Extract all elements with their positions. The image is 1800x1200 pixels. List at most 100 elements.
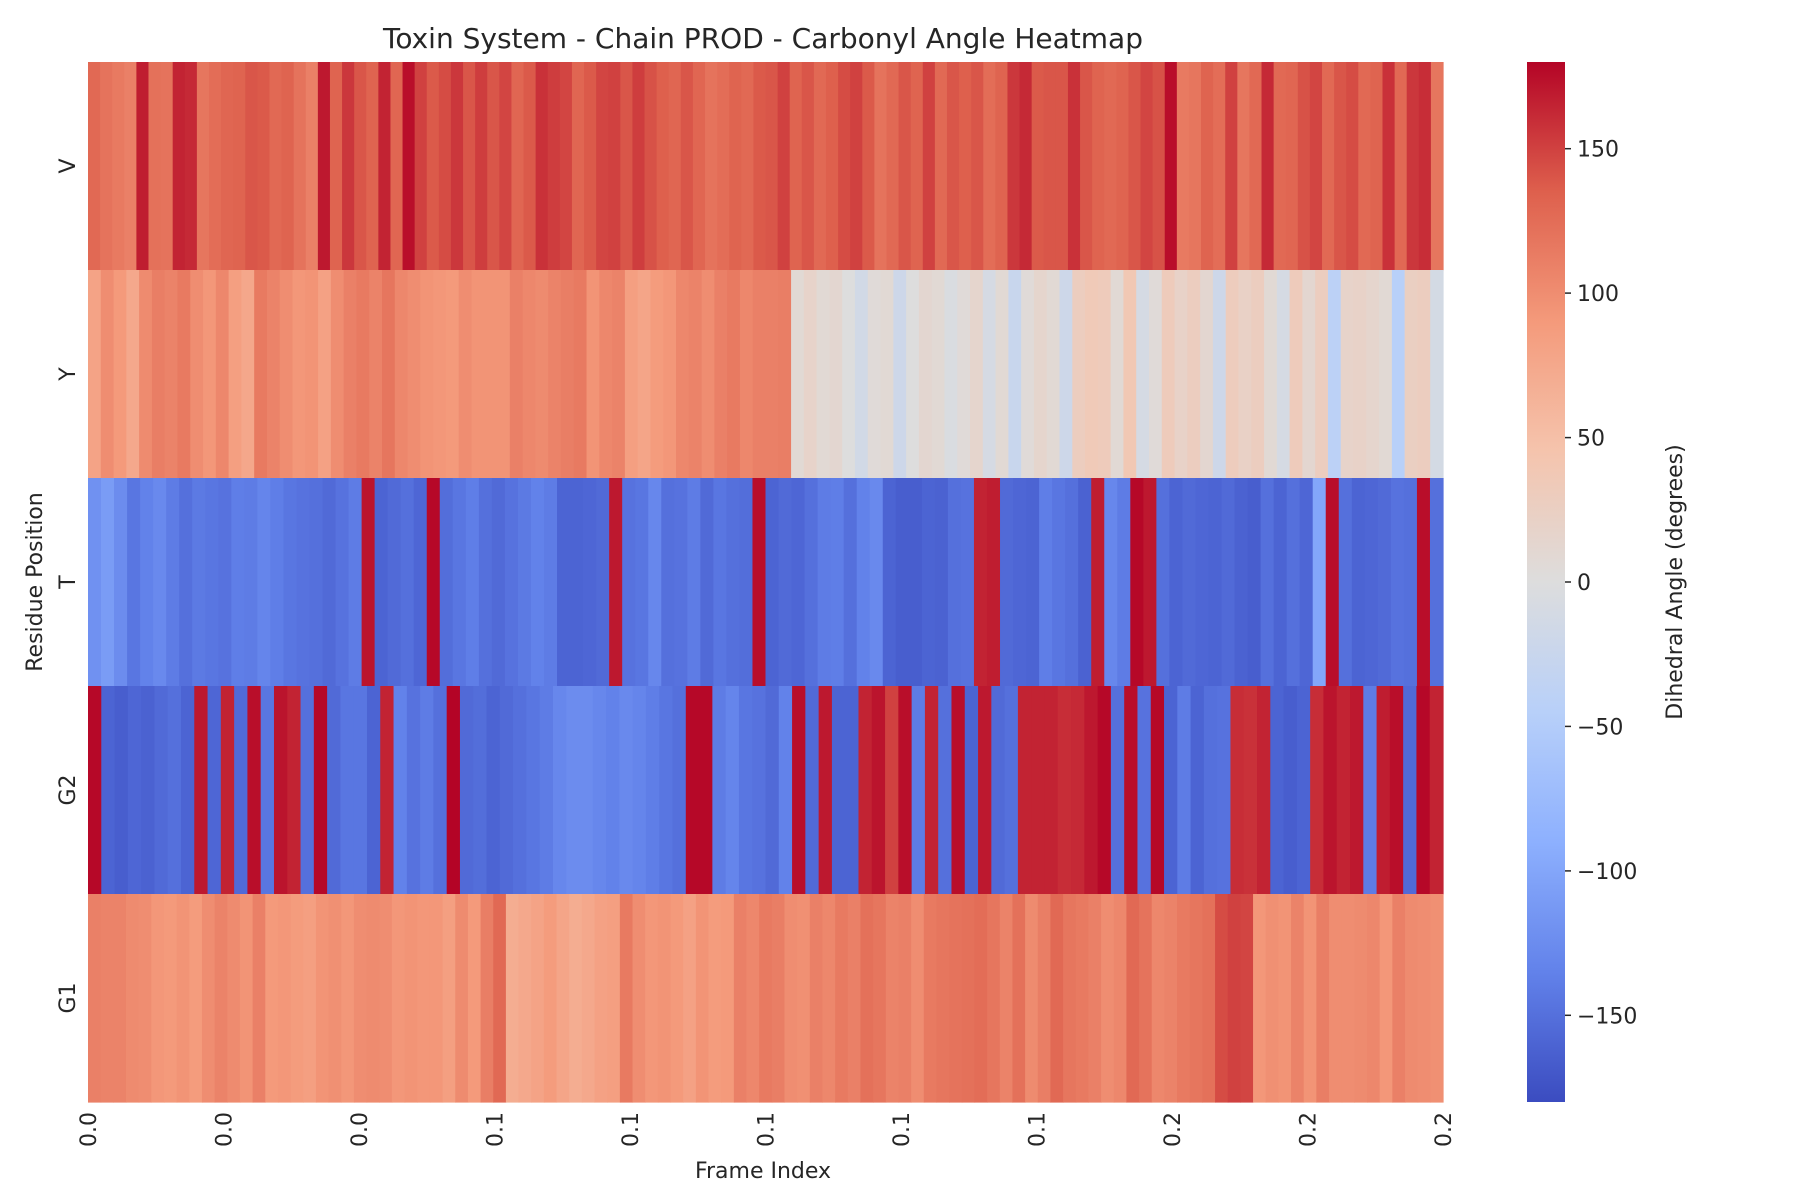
heatmap-cell [1013,478,1027,687]
heatmap-cell [433,686,448,895]
heatmap-cell [493,894,507,1103]
heatmap-cell [382,270,396,479]
heatmap-cell [1203,686,1218,895]
heatmap-cell [442,894,456,1103]
heatmap-cell [1202,894,1216,1103]
heatmap-cell [944,270,958,479]
heatmap-cell [829,270,843,479]
heatmap-cell [205,478,219,687]
heatmap-cell [426,62,440,271]
heatmap-cell [699,686,713,895]
heatmap-cell [548,270,562,479]
heatmap-cell [882,478,897,687]
y-tick-label: V [56,158,81,173]
heatmap-cell [1126,894,1140,1103]
heatmap-cell [1230,686,1245,895]
x-tick-label: 0.1 [484,1112,509,1147]
x-tick-labels: 0.0 0.0 0.0 0.1 0.1 0.1 0.1 0.1 0.2 0.2 0.2 [77,1112,1457,1147]
heatmap-cell [632,686,647,895]
heatmap-cell [215,270,230,479]
heatmap-cell [530,478,545,687]
heatmap-cell [1403,686,1418,895]
heatmap-cell [1072,270,1086,479]
heatmap-cell [1021,270,1035,479]
heatmap-cell [218,478,232,687]
heatmap-cell [1327,270,1342,479]
heatmap-cell [203,270,217,479]
heatmap-cell [683,894,697,1103]
heatmap-cell [1050,894,1064,1103]
heatmap-cell [194,686,209,895]
heatmap-cell [1110,686,1125,895]
heatmap-cell [1004,686,1019,895]
heatmap-cell [547,62,561,271]
heatmap-cell [813,62,827,271]
heatmap-cell [228,270,242,479]
heatmap-cell [1091,478,1105,687]
heatmap-cell [283,478,298,687]
heatmap-cell [934,62,948,271]
heatmap-cell [518,894,532,1103]
heatmap-cell [871,686,886,895]
heatmap-cell [1065,478,1079,687]
heatmap-cell [153,478,167,687]
heatmap-cell [88,62,101,271]
heatmap-cell [114,686,129,895]
heatmap-cell [657,894,672,1103]
heatmap-cell [1140,62,1154,271]
heatmap-cell [164,270,179,479]
heatmap-cell [1340,270,1355,479]
heatmap-cell [475,62,488,271]
heatmap-cell [394,270,409,479]
heatmap-cell [1174,270,1188,479]
heatmap-cell [738,686,753,895]
heatmap-cell [1075,894,1090,1103]
heatmap-cell [1389,686,1404,895]
heatmap-cell [124,62,137,271]
heatmap-cell [938,686,953,895]
heatmap-cell [1117,478,1131,687]
heatmap-cell [445,270,460,479]
heatmap-cell [486,686,501,895]
heatmap-cell [835,894,849,1103]
heatmap-cell [452,478,467,687]
heatmap-cell [560,270,575,479]
heatmap-cell [995,62,1009,271]
heatmap-cell [1177,686,1192,895]
heatmap-cell [1297,62,1311,271]
heatmap-cell [214,894,228,1103]
heatmap-cell [797,894,811,1103]
heatmap-cell [637,270,652,479]
heatmap-cell [645,686,660,895]
x-tick-label: 0.2 [1297,1112,1322,1147]
heatmap-cell [369,270,383,479]
heatmap-cell [1346,62,1359,271]
heatmap-cell [100,270,115,479]
heatmap-cell [778,478,793,687]
heatmap-cell [221,62,234,271]
heatmap-cell [459,686,474,895]
heatmap-cell [1025,894,1039,1103]
heatmap-cell [318,270,332,479]
heatmap-cell [1190,686,1205,895]
heatmap-cell [101,686,116,895]
heatmap-cell [1416,478,1431,687]
heatmap-cell [417,894,431,1103]
heatmap-cell [1354,894,1368,1103]
heatmap-cell [974,894,988,1103]
heatmap-cell [1367,894,1381,1103]
heatmap-cell [305,62,319,271]
heatmap-cell [1052,478,1066,687]
heatmap-cell [252,894,266,1103]
heatmap-cell [670,894,684,1103]
heatmap-cell [465,478,480,687]
heatmap-cell [1382,62,1396,271]
heatmap-cell [803,270,818,479]
heatmap-cell [414,62,428,271]
colorbar-tick-label: 0 [1577,571,1591,596]
heatmap-cell [160,62,174,271]
heatmap-cell [1379,894,1393,1103]
heatmap-cell [1059,270,1073,479]
heatmap-cell [192,478,206,687]
heatmap-cell [393,686,408,895]
